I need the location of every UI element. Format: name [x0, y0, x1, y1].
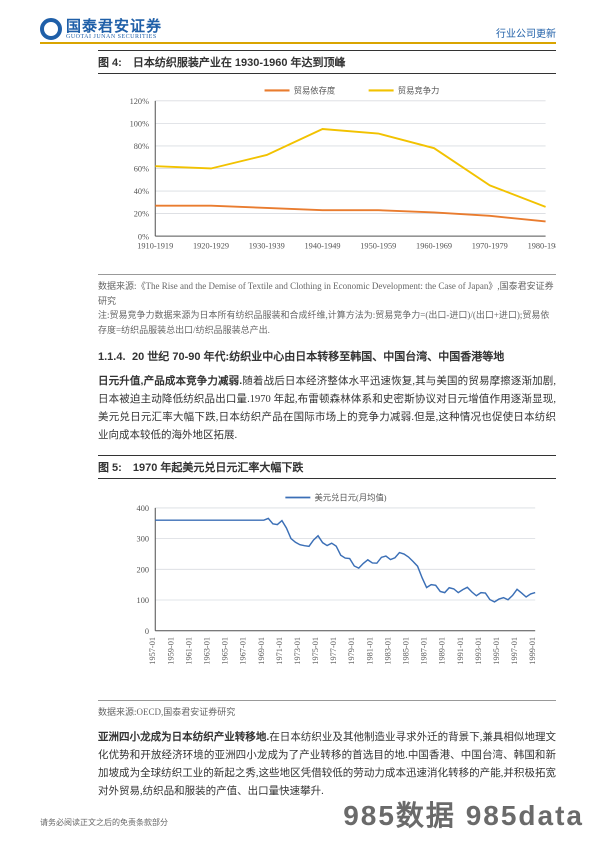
svg-text:1979-01: 1979-01 — [347, 637, 356, 665]
svg-text:1977-01: 1977-01 — [329, 637, 338, 665]
para1-lead: 日元升值,产品成本竞争力减弱. — [98, 375, 242, 387]
svg-text:0: 0 — [145, 627, 149, 636]
svg-text:1957-01: 1957-01 — [148, 637, 157, 665]
paragraph-1: 日元升值,产品成本竞争力减弱.随着战后日本经济整体水平迅速恢复,其与美国的贸易摩… — [98, 373, 556, 444]
fig4-note-line: 注:贸易竞争力数据来源为日本所有纺织品服装和合成纤维,计算方法为:贸易竞争力=(… — [98, 308, 556, 337]
svg-text:1959-01: 1959-01 — [166, 637, 175, 665]
header-category: 行业公司更新 — [496, 25, 556, 40]
figure5-source: 数据来源:OECD,国泰君安证券研究 — [98, 700, 556, 719]
svg-text:1967-01: 1967-01 — [239, 637, 248, 665]
figure5-title: 图 5: 1970 年起美元兑日元汇率大幅下跌 — [98, 455, 556, 479]
figure4-source: 数据来源:《The Rise and the Demise of Textile… — [98, 274, 556, 337]
fig4-source-line: 数据来源:《The Rise and the Demise of Textile… — [98, 279, 556, 308]
svg-text:1991-01: 1991-01 — [456, 637, 465, 665]
svg-text:1971-01: 1971-01 — [275, 637, 284, 665]
svg-text:1961-01: 1961-01 — [184, 637, 193, 665]
svg-text:1950-1959: 1950-1959 — [360, 242, 396, 251]
svg-text:40%: 40% — [134, 187, 149, 196]
svg-text:美元兑日元(月均值): 美元兑日元(月均值) — [315, 492, 387, 502]
logo: 国泰君安证券 GUOTAI JUNAN SECURITIES — [40, 18, 162, 40]
svg-text:1973-01: 1973-01 — [293, 637, 302, 665]
svg-text:1940-1949: 1940-1949 — [305, 242, 341, 251]
page-header: 国泰君安证券 GUOTAI JUNAN SECURITIES 行业公司更新 — [40, 18, 556, 44]
svg-text:300: 300 — [137, 535, 149, 544]
svg-text:80%: 80% — [134, 142, 149, 151]
paragraph-2: 亚洲四小龙成为日本纺织产业转移地.在日本纺织业及其他制造业寻求外迁的背景下,兼具… — [98, 729, 556, 800]
svg-text:20%: 20% — [134, 210, 149, 219]
svg-text:1910-1919: 1910-1919 — [137, 242, 173, 251]
figure4-title: 图 4: 日本纺织服装产业在 1930-1960 年达到顶峰 — [98, 50, 556, 74]
svg-text:200: 200 — [137, 565, 149, 574]
svg-text:1960-1969: 1960-1969 — [416, 242, 452, 251]
svg-text:0%: 0% — [138, 232, 149, 241]
svg-text:1987-01: 1987-01 — [420, 637, 429, 665]
figure4-chart: 0% 20% 40% 60% 80% 100% 120% 1910-1919 1920-1929… — [98, 80, 556, 267]
svg-text:1981-01: 1981-01 — [365, 637, 374, 665]
para2-lead: 亚洲四小龙成为日本纺织产业转移地. — [98, 731, 269, 743]
svg-text:60%: 60% — [134, 165, 149, 174]
svg-text:1983-01: 1983-01 — [383, 637, 392, 665]
svg-text:1993-01: 1993-01 — [474, 637, 483, 665]
page-footer: 请务必阅读正文之后的免责条款部分 — [40, 817, 168, 828]
section-title-text: 20 世纪 70-90 年代:纺织业中心由日本转移至韩国、中国台湾、中国香港等地 — [132, 349, 504, 366]
section-heading: 1.1.4. 20 世纪 70-90 年代:纺织业中心由日本转移至韩国、中国台湾… — [98, 349, 556, 366]
logo-en: GUOTAI JUNAN SECURITIES — [66, 34, 162, 40]
svg-text:100%: 100% — [130, 119, 149, 128]
svg-text:1975-01: 1975-01 — [311, 637, 320, 665]
svg-text:1985-01: 1985-01 — [402, 637, 411, 665]
svg-text:1965-01: 1965-01 — [221, 637, 230, 665]
section-number: 1.1.4. — [98, 349, 132, 366]
logo-cn: 国泰君安证券 — [66, 19, 162, 34]
svg-text:1999-01: 1999-01 — [528, 637, 537, 665]
svg-text:120%: 120% — [130, 97, 149, 106]
svg-text:1930-1939: 1930-1939 — [249, 242, 285, 251]
svg-text:贸易依存度: 贸易依存度 — [294, 86, 336, 96]
svg-text:贸易竞争力: 贸易竞争力 — [398, 86, 440, 96]
svg-text:1995-01: 1995-01 — [492, 637, 501, 665]
svg-text:1920-1929: 1920-1929 — [193, 242, 229, 251]
svg-text:400: 400 — [137, 504, 149, 513]
svg-text:1980-1989: 1980-1989 — [528, 242, 556, 251]
svg-text:1997-01: 1997-01 — [510, 637, 519, 665]
svg-text:1963-01: 1963-01 — [203, 637, 212, 665]
svg-text:1969-01: 1969-01 — [257, 637, 266, 665]
svg-text:1989-01: 1989-01 — [438, 637, 447, 665]
logo-ring-icon — [40, 18, 62, 40]
svg-text:1970-1979: 1970-1979 — [472, 242, 508, 251]
watermark: 985数据 985data — [343, 794, 584, 834]
figure5-chart: 0 100 200 300 400 1957-01 1959-01 1961-01 1963-0… — [98, 485, 556, 693]
svg-text:100: 100 — [137, 596, 149, 605]
